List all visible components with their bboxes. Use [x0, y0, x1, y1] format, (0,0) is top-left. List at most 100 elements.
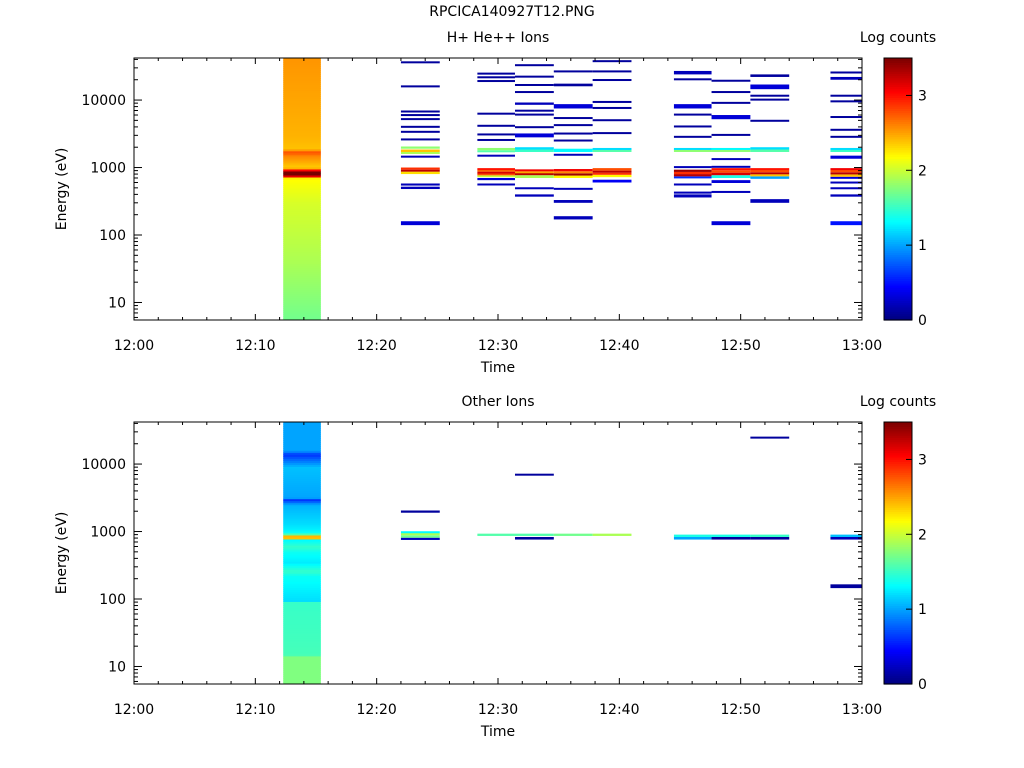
spectrogram-cell — [283, 134, 321, 138]
colorbar-segment — [884, 489, 912, 493]
spectrogram-cell — [283, 458, 321, 461]
spectrogram-cell — [283, 62, 321, 65]
colorbar-segment — [884, 474, 912, 478]
spectrogram-cell — [553, 104, 593, 109]
colorbar-segment — [884, 132, 912, 136]
spectrogram-cell — [830, 100, 862, 103]
spectrogram-cell — [711, 536, 751, 540]
spectrogram-cell — [283, 647, 321, 651]
colorbar-segment — [884, 280, 912, 284]
spectrogram-cell — [283, 675, 321, 679]
colorbar-segment — [884, 668, 912, 672]
spectrogram-cell — [283, 430, 321, 433]
spectrogram-cell — [283, 84, 321, 87]
spectrogram-cell — [514, 175, 554, 178]
spectrogram-cell — [283, 78, 321, 81]
spectrogram-cell — [283, 591, 321, 594]
colorbar-segment — [884, 657, 912, 661]
spectrogram-cell — [283, 470, 321, 473]
spectrogram-cell — [283, 498, 321, 502]
colorbar-segment — [884, 92, 912, 96]
spectrogram-cell — [514, 187, 554, 190]
spectrogram-cell — [711, 170, 751, 173]
colorbar-segment — [884, 114, 912, 118]
spectrogram-cell — [283, 508, 321, 512]
spectrogram-cell — [283, 102, 321, 105]
spectrogram-cell — [283, 112, 321, 116]
spectrogram-cell — [477, 76, 515, 79]
spectrogram-cell — [283, 172, 321, 176]
spectrogram-cell — [750, 98, 790, 101]
spectrogram-cell — [553, 187, 593, 190]
spectrogram-cell — [750, 536, 790, 540]
spectrogram-cell — [283, 281, 321, 285]
colorbar-segment — [884, 206, 912, 210]
colorbar-segment — [884, 82, 912, 85]
spectrogram-cell — [283, 271, 321, 275]
spectrogram-cell — [283, 677, 321, 681]
spectrogram-cell — [711, 168, 751, 171]
colorbar-segment — [884, 106, 912, 109]
colorbar-segment — [884, 199, 912, 203]
spectrogram-cell — [400, 221, 440, 226]
spectrogram-cell — [283, 629, 321, 633]
spectrogram-cell — [283, 166, 321, 170]
spectrogram-cell — [673, 78, 712, 81]
colorbar-segment — [884, 655, 912, 659]
colorbar-segment — [884, 254, 912, 258]
spectrogram-cell — [283, 146, 321, 150]
spectrogram-cell — [283, 245, 321, 249]
spectrogram-cell — [283, 154, 321, 158]
spectrogram-cell — [283, 140, 321, 144]
spectrogram-cell — [830, 168, 862, 171]
spectrogram-cell — [283, 110, 321, 114]
colorbar-segment — [884, 186, 912, 190]
spectrogram-cell — [283, 464, 321, 467]
spectrogram-cell — [283, 299, 321, 303]
spectrogram-cell — [514, 171, 554, 174]
spectrogram-cell — [673, 135, 712, 138]
spectrogram-cell — [283, 86, 321, 89]
spectrogram-cell — [283, 522, 321, 526]
spectrogram-cell — [283, 309, 321, 313]
colorbar-segment — [884, 649, 912, 652]
colorbar-segment — [884, 75, 912, 79]
colorbar-segment — [884, 95, 912, 98]
spectrogram-cell — [283, 76, 321, 79]
spectrogram-cell — [283, 563, 321, 566]
colorbar-segment — [884, 494, 912, 497]
spectrogram-cell — [283, 317, 321, 320]
colorbar-frame — [883, 421, 913, 685]
spectrogram-cell — [283, 247, 321, 251]
colorbar-segment — [884, 566, 912, 569]
spectrogram-cell — [283, 637, 321, 641]
figure-title: RPCICA140927T12.PNG — [429, 4, 595, 20]
spectrogram-cell — [400, 110, 440, 113]
spectrogram-cell — [477, 171, 515, 174]
spectrogram-cell — [553, 139, 593, 142]
colorbar-segment — [884, 162, 912, 166]
spectrogram-cell — [283, 579, 321, 582]
y-axis-label: Energy (eV) — [54, 512, 70, 595]
spectrogram-cell — [283, 132, 321, 136]
spectrogram-cell — [283, 653, 321, 657]
spectrogram-cell — [283, 440, 321, 443]
colorbar-segment — [884, 84, 912, 87]
colorbar-segment — [884, 267, 912, 271]
spectrogram-cell — [283, 136, 321, 140]
spectrogram-cell — [283, 679, 321, 683]
colorbar-segment — [884, 278, 912, 282]
colorbar-segment — [884, 291, 912, 295]
spectrogram-cell — [283, 243, 321, 247]
colorbar-segment — [884, 274, 912, 277]
colorbar-segment — [884, 507, 912, 510]
spectrogram-cell — [283, 663, 321, 667]
spectrogram-cell — [514, 149, 554, 152]
spectrogram-cell — [283, 96, 321, 99]
spectrogram-cell — [283, 263, 321, 267]
spectrogram-cell — [283, 607, 321, 611]
spectrogram-cell — [283, 217, 321, 220]
spectrogram-cell — [283, 70, 321, 73]
spectrogram-cell — [283, 567, 321, 570]
colorbar-segment — [884, 472, 912, 475]
